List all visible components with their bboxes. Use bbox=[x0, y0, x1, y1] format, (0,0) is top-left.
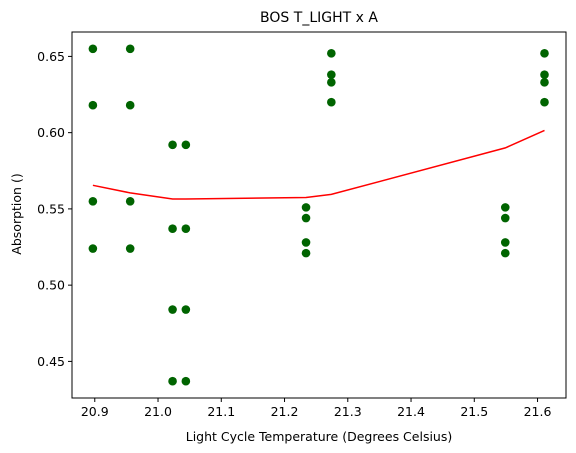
data-point bbox=[168, 305, 177, 314]
data-point bbox=[125, 196, 135, 206]
data-point bbox=[327, 97, 336, 107]
axes-frame bbox=[71, 31, 567, 399]
x-axis-label: Light Cycle Temperature (Degrees Celsius… bbox=[186, 429, 453, 444]
x-tick-label: 21.2 bbox=[271, 404, 299, 419]
x-tick-label: 21.5 bbox=[460, 404, 488, 419]
data-point bbox=[181, 224, 191, 234]
y-tick-label: 0.65 bbox=[37, 49, 65, 64]
y-tick-label: 0.45 bbox=[37, 354, 65, 369]
data-point bbox=[181, 140, 191, 150]
data-point bbox=[327, 70, 336, 79]
trend-line bbox=[92, 129, 545, 200]
data-point bbox=[125, 100, 135, 110]
data-point bbox=[88, 44, 98, 54]
data-point bbox=[540, 70, 549, 79]
data-point bbox=[540, 97, 549, 107]
data-point bbox=[301, 248, 311, 258]
data-point bbox=[168, 376, 177, 386]
y-axis-label: Absorption () bbox=[9, 173, 24, 254]
data-point bbox=[125, 244, 135, 253]
x-tick-label: 20.9 bbox=[81, 404, 109, 419]
data-point bbox=[301, 238, 311, 247]
x-tick-label: 21.0 bbox=[144, 404, 172, 419]
data-point bbox=[500, 238, 510, 247]
data-point bbox=[327, 78, 336, 87]
x-tick-label: 21.4 bbox=[397, 404, 425, 419]
data-point bbox=[181, 376, 191, 386]
data-point bbox=[500, 213, 510, 223]
data-point bbox=[500, 248, 510, 258]
data-point bbox=[88, 100, 98, 110]
x-tick-label: 21.1 bbox=[207, 404, 235, 419]
data-point bbox=[500, 203, 510, 212]
data-point bbox=[88, 244, 98, 253]
data-point bbox=[88, 196, 98, 206]
y-tick-label: 0.60 bbox=[37, 125, 65, 140]
y-tick-label: 0.50 bbox=[37, 278, 65, 293]
data-point bbox=[540, 78, 549, 87]
data-point bbox=[168, 140, 177, 150]
plot-area: 20.9 21.0 21.1 21.2 21.3 21.4 21.5 21.6 0.45 0.50… bbox=[37, 31, 567, 419]
data-point bbox=[301, 203, 311, 212]
data-point bbox=[181, 305, 191, 314]
x-tick-label: 21.6 bbox=[524, 404, 552, 419]
data-point bbox=[125, 44, 135, 54]
y-tick-label: 0.55 bbox=[37, 201, 65, 216]
x-tick-label: 21.3 bbox=[334, 404, 362, 419]
data-point bbox=[301, 213, 311, 223]
data-point bbox=[168, 224, 177, 234]
data-point bbox=[540, 49, 549, 58]
chart-title: BOS T_LIGHT x A bbox=[260, 10, 378, 26]
data-point bbox=[327, 49, 336, 58]
